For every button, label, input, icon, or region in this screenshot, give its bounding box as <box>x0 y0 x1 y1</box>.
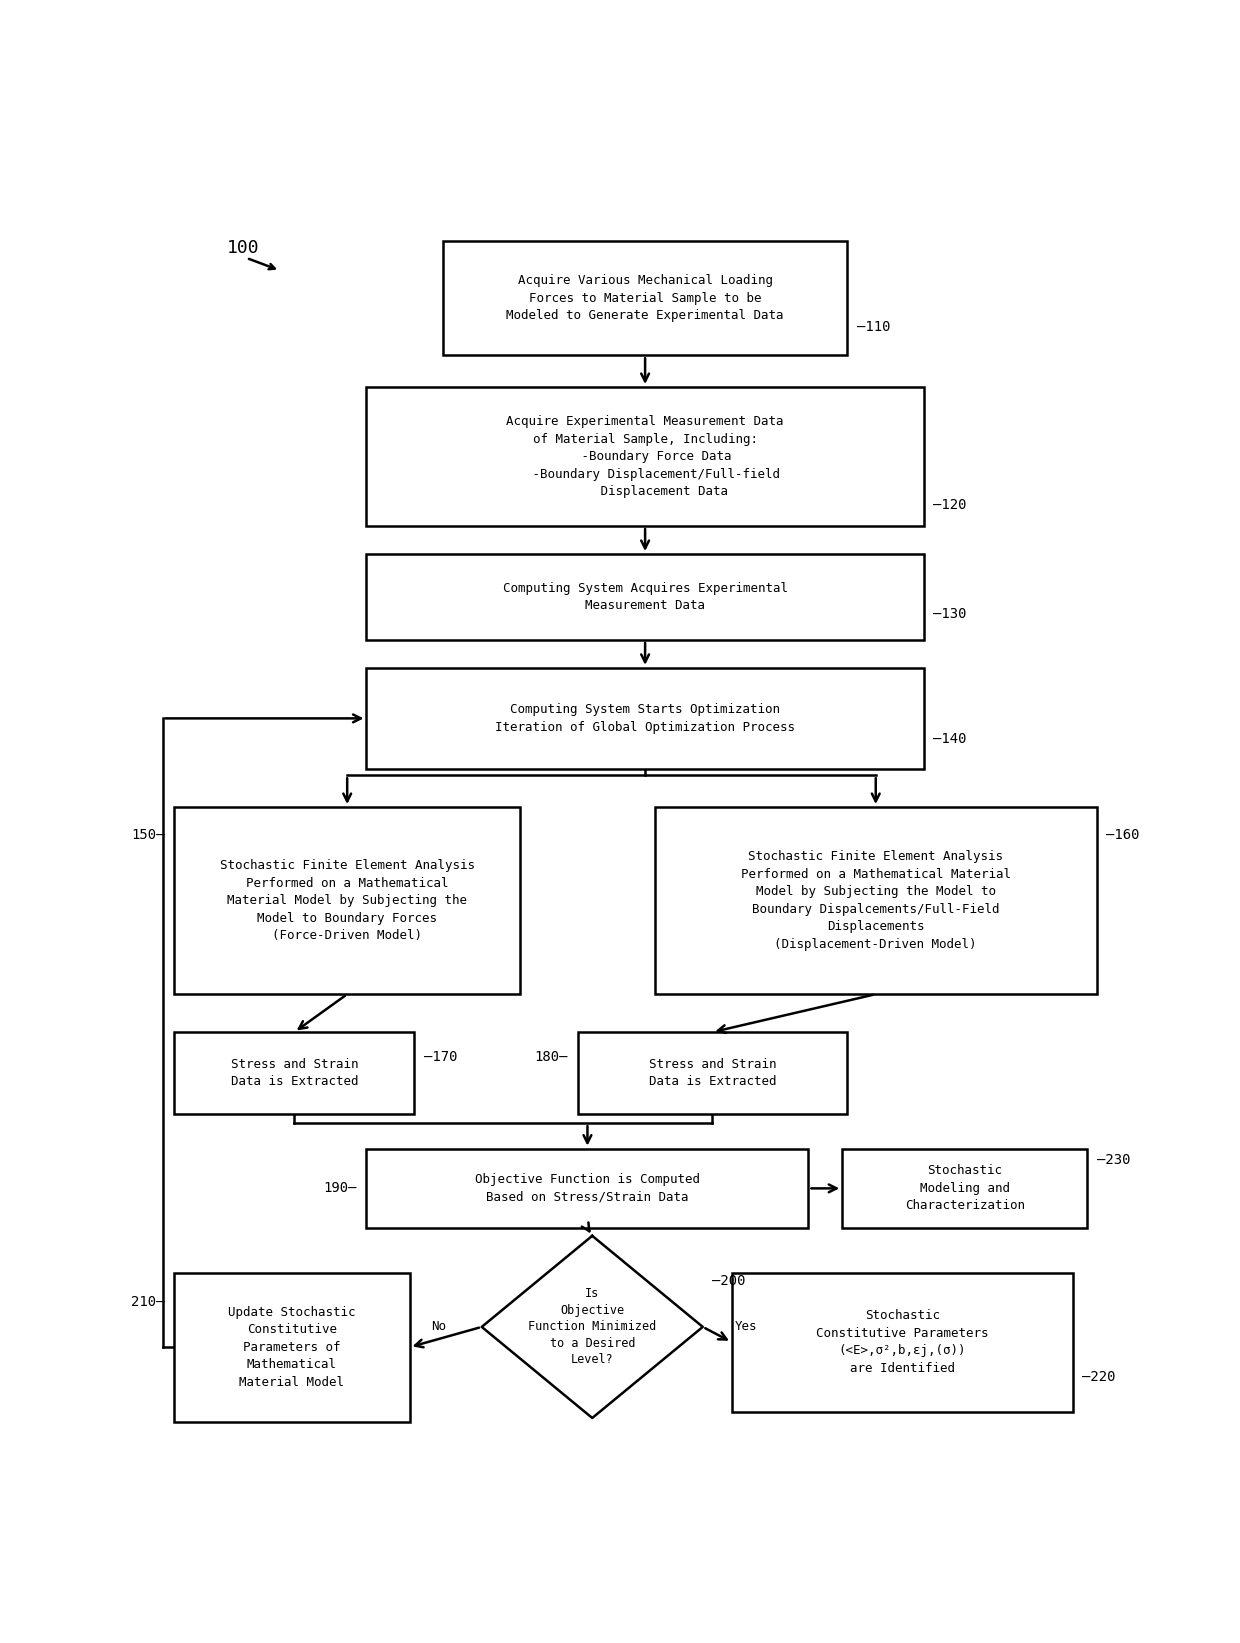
Text: Stochastic Finite Element Analysis
Performed on a Mathematical
Material Model by: Stochastic Finite Element Analysis Perfo… <box>219 859 475 941</box>
FancyBboxPatch shape <box>367 1148 808 1229</box>
FancyBboxPatch shape <box>842 1148 1087 1229</box>
Text: Acquire Experimental Measurement Data
of Material Sample, Including:
   -Boundar: Acquire Experimental Measurement Data of… <box>506 416 784 498</box>
Text: —220: —220 <box>1083 1370 1116 1383</box>
FancyBboxPatch shape <box>655 807 1096 994</box>
FancyBboxPatch shape <box>174 1272 409 1421</box>
Text: 190—: 190— <box>324 1181 357 1196</box>
Text: Is
Objective
Function Minimized
to a Desired
Level?: Is Objective Function Minimized to a Des… <box>528 1288 656 1367</box>
Text: No: No <box>432 1321 446 1334</box>
Text: Yes: Yes <box>735 1321 758 1334</box>
FancyBboxPatch shape <box>367 388 924 526</box>
Text: Stress and Strain
Data is Extracted: Stress and Strain Data is Extracted <box>231 1058 358 1089</box>
Text: Stochastic Finite Element Analysis
Performed on a Mathematical Material
Model by: Stochastic Finite Element Analysis Perfo… <box>740 851 1011 951</box>
FancyBboxPatch shape <box>174 1032 414 1114</box>
Text: —200: —200 <box>713 1275 746 1288</box>
Text: 180—: 180— <box>534 1050 568 1063</box>
Text: —160: —160 <box>1106 828 1140 841</box>
FancyBboxPatch shape <box>367 667 924 769</box>
Text: 150—: 150— <box>131 828 165 841</box>
Text: —230: —230 <box>1096 1153 1131 1168</box>
Polygon shape <box>481 1236 703 1418</box>
FancyBboxPatch shape <box>444 242 847 355</box>
Text: Computing System Acquires Experimental
Measurement Data: Computing System Acquires Experimental M… <box>502 582 787 613</box>
Text: 210—: 210— <box>131 1295 165 1309</box>
FancyBboxPatch shape <box>578 1032 847 1114</box>
Text: 100: 100 <box>227 238 259 256</box>
Text: Stress and Strain
Data is Extracted: Stress and Strain Data is Extracted <box>649 1058 776 1089</box>
Text: —130: —130 <box>934 608 967 621</box>
Text: —120: —120 <box>934 498 967 513</box>
FancyBboxPatch shape <box>732 1272 1073 1411</box>
Text: Objective Function is Computed
Based on Stress/Strain Data: Objective Function is Computed Based on … <box>475 1173 699 1204</box>
Text: Acquire Various Mechanical Loading
Forces to Material Sample to be
Modeled to Ge: Acquire Various Mechanical Loading Force… <box>506 274 784 322</box>
Text: —170: —170 <box>424 1050 458 1063</box>
Text: —110: —110 <box>857 320 890 334</box>
Text: Update Stochastic
Constitutive
Parameters of
Mathematical
Material Model: Update Stochastic Constitutive Parameter… <box>228 1306 356 1388</box>
FancyBboxPatch shape <box>174 807 521 994</box>
Text: —140: —140 <box>934 731 967 746</box>
FancyBboxPatch shape <box>367 554 924 639</box>
Text: Stochastic
Modeling and
Characterization: Stochastic Modeling and Characterization <box>905 1165 1024 1213</box>
Text: Computing System Starts Optimization
Iteration of Global Optimization Process: Computing System Starts Optimization Ite… <box>495 703 795 734</box>
Text: Stochastic
Constitutive Parameters
(<E>,σ²,b,εj,(σ))
are Identified: Stochastic Constitutive Parameters (<E>,… <box>816 1309 988 1375</box>
